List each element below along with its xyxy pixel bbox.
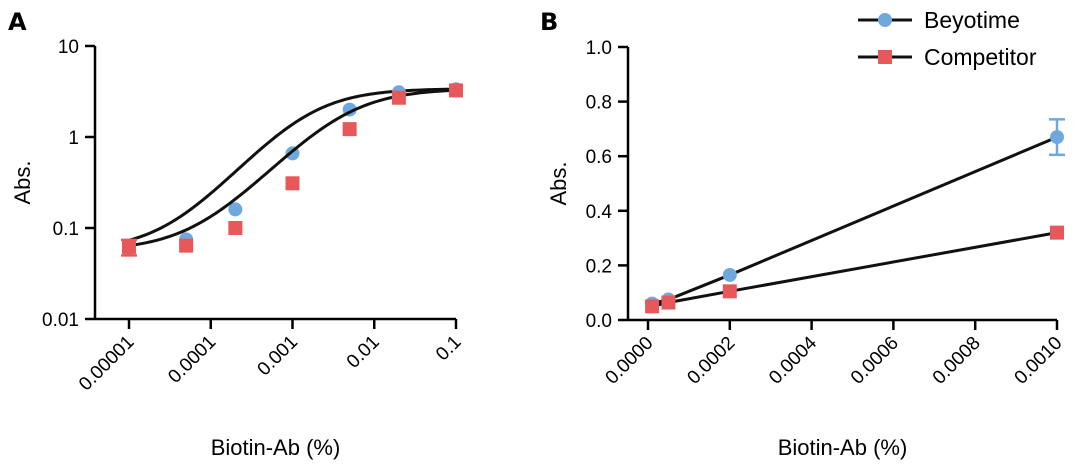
series-competitor [645,225,1064,314]
y-tick-label: 0.01 [42,310,79,331]
series-competitor [121,83,463,257]
panel-a-letter: A [8,8,27,36]
legend-item-competitor: Competitor [858,44,1037,70]
data-point [228,202,243,217]
panel-b-chart: B 0.00.20.40.60.81.00.0000 0.0002 0.0004 0.… [540,8,1067,460]
legend-competitor-label: Competitor [924,44,1037,70]
x-tick-label: 0.01 [343,332,384,373]
series-line [651,135,1058,306]
series-line [651,231,1058,308]
panel-a-x-axis-title: Biotin-Ab (%) [211,435,341,460]
y-tick-label: 1 [68,128,79,149]
y-tick-label: 10 [58,37,79,58]
data-point [1050,130,1064,145]
y-tick-label: 0.4 [586,202,613,223]
panel-a-chart: A 0.01 0.1 1 10 0.00001 0.0001 0.001 0.01 0.1 Ab… [8,8,466,460]
panel-b-axes: 0.0 0.2 0.4 0.6 0.8 1.0 0.0000 0.0002 0.0004 0.00… [586,38,1067,389]
x-tick-label: 0.0000 [602,333,658,389]
y-tick-label: 0.0 [586,311,612,332]
x-tick-label: 0.0010 [1011,333,1067,389]
data-point [285,176,300,191]
y-tick-label: 0.8 [586,93,612,114]
data-point [179,238,194,253]
x-tick-label: 0.0004 [765,332,821,388]
y-tick-label: 1.0 [586,38,612,59]
data-point [722,284,737,299]
data-point [1050,225,1064,240]
panel-b-y-axis-title: Abs. [546,161,571,205]
series-beyotime [645,118,1065,311]
x-tick-label: 0.0008 [929,333,985,389]
panel-b-x-axis-title: Biotin-Ab (%) [778,435,908,460]
y-tick-label: 0.2 [586,256,612,277]
fit-curve [128,88,457,248]
panel-b-series [645,118,1065,314]
x-tick-label: 0.0006 [847,333,903,389]
fit-curve [128,87,457,242]
x-tick-label: 0.001 [254,332,302,380]
data-point [122,239,136,254]
legend: Beyotime Competitor [858,7,1037,70]
x-tick-label: 0.00001 [75,332,138,395]
x-tick-label: 0.1 [432,332,466,366]
data-point [722,267,737,282]
y-tick-label: 0.1 [53,219,79,240]
legend-beyotime-circle-marker [878,13,892,27]
legend-beyotime-label: Beyotime [924,7,1020,33]
data-point [391,90,406,105]
data-point [661,295,676,310]
data-point [342,122,357,137]
data-point [228,221,243,235]
panel-a-series [121,82,463,257]
data-point [449,83,463,98]
x-tick-label: 0.0002 [683,333,739,389]
data-point [645,299,660,314]
panel-a-y-axis-title: Abs. [10,160,35,204]
panel-b-letter: B [540,8,558,36]
y-tick-label: 0.6 [586,147,612,168]
legend-item-beyotime: Beyotime [858,7,1020,33]
x-tick-label: 0.0001 [164,332,220,388]
legend-competitor-square-marker [878,50,892,64]
series-beyotime [122,82,463,257]
